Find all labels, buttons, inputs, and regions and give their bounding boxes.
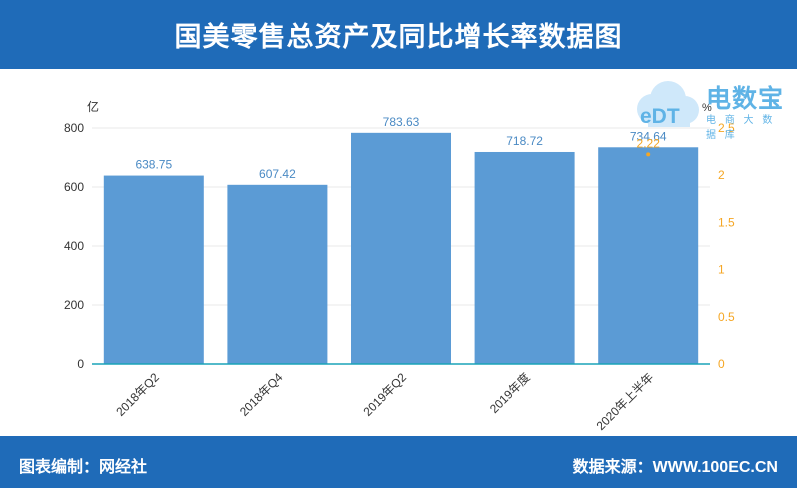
y2-axis-ticks: 0 0.5 1 1.5 2 2.5 (718, 121, 735, 371)
bar-data-label: 718.72 (506, 134, 543, 148)
bar-data-label: 734.64 (630, 129, 667, 143)
y2-tick-label: 0 (718, 357, 725, 371)
y2-axis-unit: % (702, 102, 712, 114)
footer-credit: 图表编制：网经社 (19, 459, 148, 476)
y-tick-label: 600 (64, 180, 84, 194)
x-tick-label: 2020年上半年 (594, 370, 657, 433)
bar-data-label: 783.63 (383, 115, 420, 129)
y-tick-label: 200 (64, 298, 84, 312)
growth-point-label: 2.22 (637, 136, 661, 150)
title-banner: 国美零售总资产及同比增长率数据图 (0, 0, 797, 69)
y2-tick-label: 1 (718, 263, 725, 277)
x-tick-label: 2018年Q2 (113, 370, 162, 419)
x-tick-label: 2018年Q4 (237, 370, 286, 419)
logo-name: 电数宝 (706, 85, 785, 113)
bar (227, 184, 328, 364)
y2-tick-label: 0.5 (718, 310, 735, 324)
logo-latin: eDT (640, 105, 680, 128)
y-tick-label: 400 (64, 239, 84, 253)
bar (103, 175, 204, 364)
bar (598, 147, 699, 364)
footer-banner: 图表编制：网经社 数据来源：WWW.100EC.CN (0, 436, 797, 488)
x-tick-label: 2019年Q2 (361, 370, 410, 419)
bar-data-label: 638.75 (135, 158, 172, 172)
y-axis-ticks: 0 200 400 600 800 (64, 121, 84, 371)
bar-data-label: 607.42 (259, 167, 296, 181)
growth-point (646, 152, 651, 157)
growth-points: 2.22 (637, 136, 661, 157)
bar (474, 151, 575, 364)
y2-tick-label: 2.5 (718, 121, 735, 135)
bars: 638.75 607.42 783.63 718.72 734.64 (103, 115, 699, 364)
y2-tick-label: 2 (718, 168, 725, 182)
cloud-logo-icon: eDT (637, 81, 699, 128)
bar (351, 132, 451, 364)
y2-tick-label: 1.5 (718, 215, 735, 229)
footer-source: 数据来源：WWW.100EC.CN (572, 459, 778, 476)
x-tick-label: 2019年度 (486, 370, 532, 416)
chart-title: 国美零售总资产及同比增长率数据图 (174, 22, 623, 52)
logo: eDT 电数宝 电 商 大 数 据 库 (628, 73, 793, 141)
y-tick-label: 0 (77, 357, 84, 371)
logo-subtitle: 电 商 大 数 据 库 (706, 115, 776, 141)
y-axis-unit: 亿 (87, 99, 99, 114)
y-tick-label: 800 (64, 121, 84, 135)
x-axis-ticks: 2018年Q2 2018年Q4 2019年Q2 2019年度 2020年上半年 (113, 370, 656, 433)
